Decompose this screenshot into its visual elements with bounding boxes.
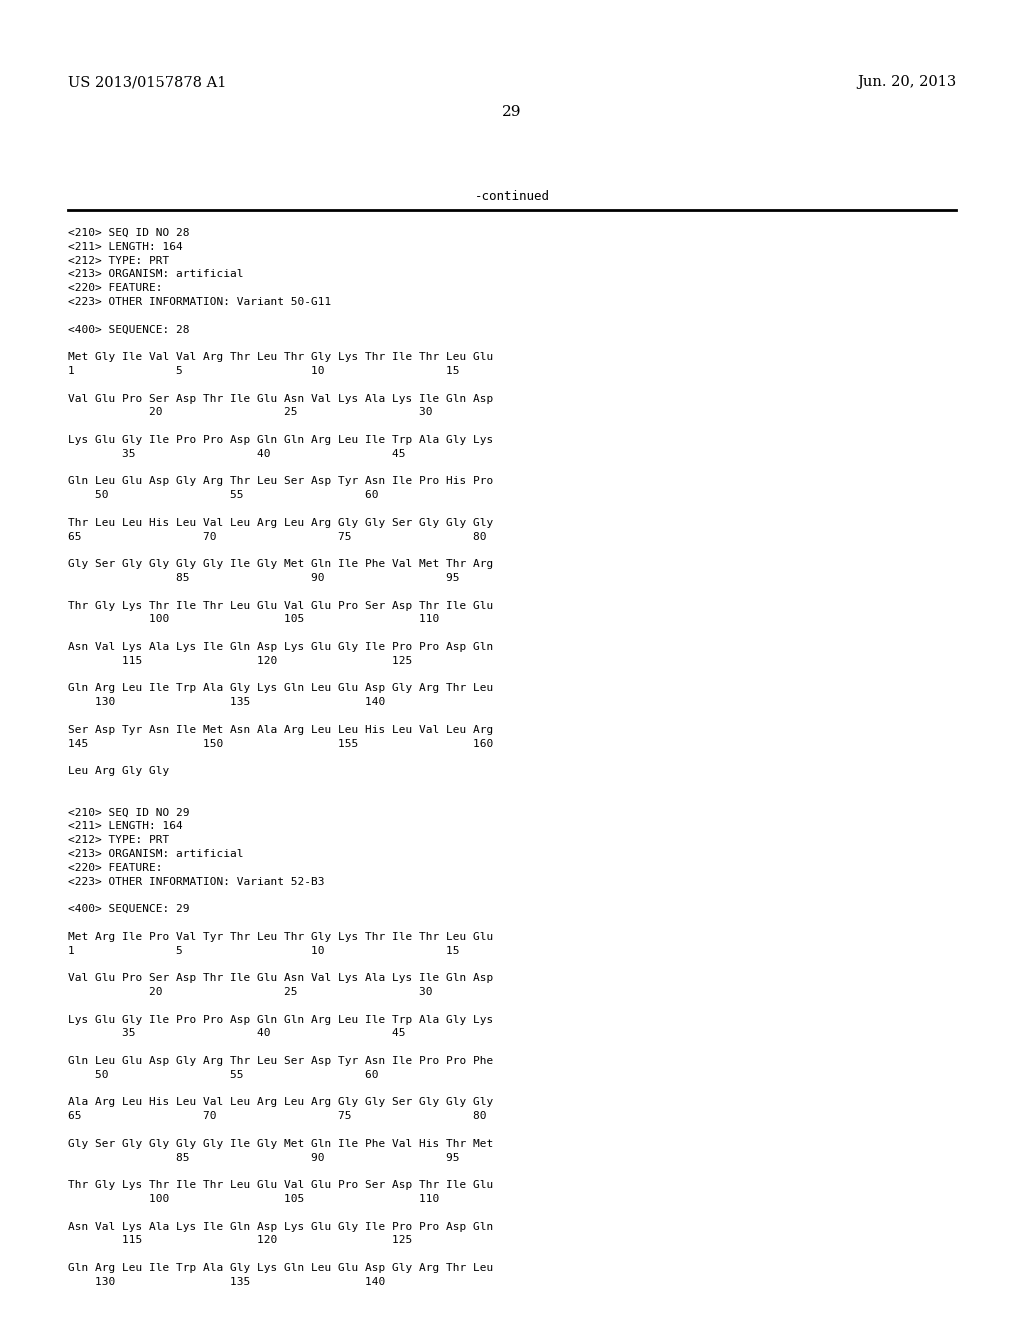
Text: 85                  90                  95: 85 90 95 (68, 1152, 460, 1163)
Text: <210> SEQ ID NO 28: <210> SEQ ID NO 28 (68, 228, 189, 238)
Text: Lys Glu Gly Ile Pro Pro Asp Gln Gln Arg Leu Ile Trp Ala Gly Lys: Lys Glu Gly Ile Pro Pro Asp Gln Gln Arg … (68, 1015, 494, 1024)
Text: Gln Leu Glu Asp Gly Arg Thr Leu Ser Asp Tyr Asn Ile Pro His Pro: Gln Leu Glu Asp Gly Arg Thr Leu Ser Asp … (68, 477, 494, 486)
Text: 20                  25                  30: 20 25 30 (68, 987, 432, 997)
Text: Jun. 20, 2013: Jun. 20, 2013 (857, 75, 956, 88)
Text: <220> FEATURE:: <220> FEATURE: (68, 863, 163, 873)
Text: <223> OTHER INFORMATION: Variant 52-B3: <223> OTHER INFORMATION: Variant 52-B3 (68, 876, 325, 887)
Text: 115                 120                 125: 115 120 125 (68, 656, 413, 665)
Text: Thr Leu Leu His Leu Val Leu Arg Leu Arg Gly Gly Ser Gly Gly Gly: Thr Leu Leu His Leu Val Leu Arg Leu Arg … (68, 517, 494, 528)
Text: Gln Arg Leu Ile Trp Ala Gly Lys Gln Leu Glu Asp Gly Arg Thr Leu: Gln Arg Leu Ile Trp Ala Gly Lys Gln Leu … (68, 684, 494, 693)
Text: <220> FEATURE:: <220> FEATURE: (68, 284, 163, 293)
Text: 1               5                   10                  15: 1 5 10 15 (68, 366, 460, 376)
Text: Leu Arg Gly Gly: Leu Arg Gly Gly (68, 766, 169, 776)
Text: 65                  70                  75                  80: 65 70 75 80 (68, 532, 486, 541)
Text: 85                  90                  95: 85 90 95 (68, 573, 460, 583)
Text: Thr Gly Lys Thr Ile Thr Leu Glu Val Glu Pro Ser Asp Thr Ile Glu: Thr Gly Lys Thr Ile Thr Leu Glu Val Glu … (68, 1180, 494, 1191)
Text: -continued: -continued (474, 190, 550, 203)
Text: <211> LENGTH: 164: <211> LENGTH: 164 (68, 821, 182, 832)
Text: 29: 29 (502, 106, 522, 119)
Text: <213> ORGANISM: artificial: <213> ORGANISM: artificial (68, 269, 244, 280)
Text: 145                 150                 155                 160: 145 150 155 160 (68, 739, 494, 748)
Text: 1               5                   10                  15: 1 5 10 15 (68, 945, 460, 956)
Text: Gln Leu Glu Asp Gly Arg Thr Leu Ser Asp Tyr Asn Ile Pro Pro Phe: Gln Leu Glu Asp Gly Arg Thr Leu Ser Asp … (68, 1056, 494, 1067)
Text: <400> SEQUENCE: 29: <400> SEQUENCE: 29 (68, 904, 189, 915)
Text: Val Glu Pro Ser Asp Thr Ile Glu Asn Val Lys Ala Lys Ile Gln Asp: Val Glu Pro Ser Asp Thr Ile Glu Asn Val … (68, 393, 494, 404)
Text: <400> SEQUENCE: 28: <400> SEQUENCE: 28 (68, 325, 189, 334)
Text: Met Arg Ile Pro Val Tyr Thr Leu Thr Gly Lys Thr Ile Thr Leu Glu: Met Arg Ile Pro Val Tyr Thr Leu Thr Gly … (68, 932, 494, 941)
Text: 20                  25                  30: 20 25 30 (68, 408, 432, 417)
Text: Met Gly Ile Val Val Arg Thr Leu Thr Gly Lys Thr Ile Thr Leu Glu: Met Gly Ile Val Val Arg Thr Leu Thr Gly … (68, 352, 494, 362)
Text: Asn Val Lys Ala Lys Ile Gln Asp Lys Glu Gly Ile Pro Pro Asp Gln: Asn Val Lys Ala Lys Ile Gln Asp Lys Glu … (68, 1221, 494, 1232)
Text: 100                 105                 110: 100 105 110 (68, 1195, 439, 1204)
Text: Val Glu Pro Ser Asp Thr Ile Glu Asn Val Lys Ala Lys Ile Gln Asp: Val Glu Pro Ser Asp Thr Ile Glu Asn Val … (68, 973, 494, 983)
Text: Asn Val Lys Ala Lys Ile Gln Asp Lys Glu Gly Ile Pro Pro Asp Gln: Asn Val Lys Ala Lys Ile Gln Asp Lys Glu … (68, 642, 494, 652)
Text: US 2013/0157878 A1: US 2013/0157878 A1 (68, 75, 226, 88)
Text: 35                  40                  45: 35 40 45 (68, 449, 406, 459)
Text: Ser Asp Tyr Asn Ile Met Asn Ala Arg Leu Leu His Leu Val Leu Arg: Ser Asp Tyr Asn Ile Met Asn Ala Arg Leu … (68, 725, 494, 735)
Text: 130                 135                 140: 130 135 140 (68, 1276, 385, 1287)
Text: Gly Ser Gly Gly Gly Gly Ile Gly Met Gln Ile Phe Val His Thr Met: Gly Ser Gly Gly Gly Gly Ile Gly Met Gln … (68, 1139, 494, 1148)
Text: <223> OTHER INFORMATION: Variant 50-G11: <223> OTHER INFORMATION: Variant 50-G11 (68, 297, 331, 308)
Text: 35                  40                  45: 35 40 45 (68, 1028, 406, 1039)
Text: <210> SEQ ID NO 29: <210> SEQ ID NO 29 (68, 808, 189, 817)
Text: Gln Arg Leu Ile Trp Ala Gly Lys Gln Leu Glu Asp Gly Arg Thr Leu: Gln Arg Leu Ile Trp Ala Gly Lys Gln Leu … (68, 1263, 494, 1272)
Text: 130                 135                 140: 130 135 140 (68, 697, 385, 708)
Text: <212> TYPE: PRT: <212> TYPE: PRT (68, 256, 169, 265)
Text: Ala Arg Leu His Leu Val Leu Arg Leu Arg Gly Gly Ser Gly Gly Gly: Ala Arg Leu His Leu Val Leu Arg Leu Arg … (68, 1097, 494, 1107)
Text: 50                  55                  60: 50 55 60 (68, 490, 379, 500)
Text: 100                 105                 110: 100 105 110 (68, 614, 439, 624)
Text: <211> LENGTH: 164: <211> LENGTH: 164 (68, 242, 182, 252)
Text: Thr Gly Lys Thr Ile Thr Leu Glu Val Glu Pro Ser Asp Thr Ile Glu: Thr Gly Lys Thr Ile Thr Leu Glu Val Glu … (68, 601, 494, 611)
Text: Lys Glu Gly Ile Pro Pro Asp Gln Gln Arg Leu Ile Trp Ala Gly Lys: Lys Glu Gly Ile Pro Pro Asp Gln Gln Arg … (68, 436, 494, 445)
Text: Gly Ser Gly Gly Gly Gly Ile Gly Met Gln Ile Phe Val Met Thr Arg: Gly Ser Gly Gly Gly Gly Ile Gly Met Gln … (68, 560, 494, 569)
Text: <213> ORGANISM: artificial: <213> ORGANISM: artificial (68, 849, 244, 859)
Text: 115                 120                 125: 115 120 125 (68, 1236, 413, 1245)
Text: 65                  70                  75                  80: 65 70 75 80 (68, 1111, 486, 1121)
Text: <212> TYPE: PRT: <212> TYPE: PRT (68, 836, 169, 845)
Text: 50                  55                  60: 50 55 60 (68, 1069, 379, 1080)
